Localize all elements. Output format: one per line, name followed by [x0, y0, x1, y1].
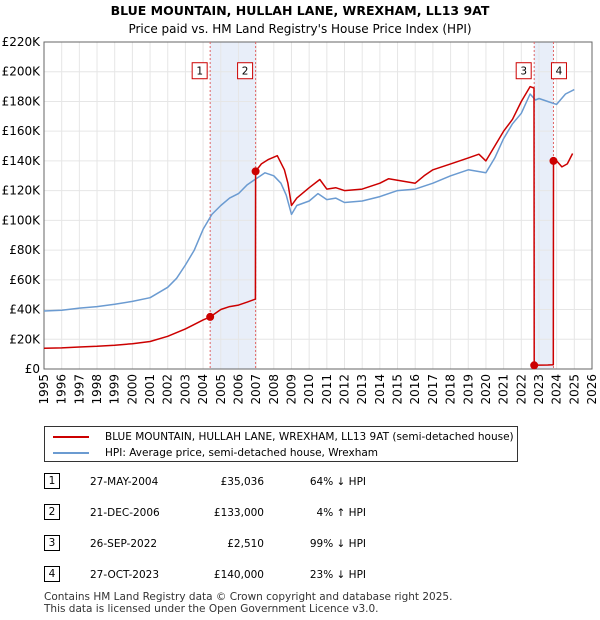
x-tick-label: 1995: [37, 374, 51, 405]
sale-hpi-change: 99% ↓ HPI: [309, 538, 366, 550]
y-tick-label: £200K: [2, 65, 42, 79]
x-tick-label: 2012: [338, 374, 352, 405]
sale-marker-box: [237, 62, 254, 80]
y-tick-label: £120K: [2, 184, 42, 198]
sale-point: [530, 361, 539, 370]
x-tick-label: 2014: [373, 374, 387, 405]
x-tick-label: 2017: [426, 374, 440, 405]
sale-marker-label: 3: [520, 66, 527, 78]
y-tick-label: £100K: [2, 213, 42, 227]
x-tick-label: 2019: [461, 374, 475, 405]
sale-point: [549, 156, 558, 165]
legend-item-hpi: HPI: Average price, semi-detached house,…: [53, 445, 378, 461]
chart-legend: BLUE MOUNTAIN, HULLAH LANE, WREXHAM, LL1…: [44, 426, 518, 462]
x-tick-label: 2013: [355, 374, 369, 405]
x-tick-label: 2020: [479, 374, 493, 405]
x-tick-label: 1999: [108, 374, 122, 405]
legend-label-property: BLUE MOUNTAIN, HULLAH LANE, WREXHAM, LL1…: [105, 431, 514, 443]
sale-period-shade: [210, 42, 256, 369]
y-tick-label: £220K: [2, 35, 42, 49]
sale-marker-label: 4: [556, 66, 563, 78]
chart-subtitle: Price paid vs. HM Land Registry's House …: [128, 22, 472, 36]
y-tick-label: £140K: [2, 154, 42, 168]
legend-label-hpi: HPI: Average price, semi-detached house,…: [105, 447, 379, 459]
x-tick-label: 2011: [320, 374, 334, 405]
x-tick-label: 2016: [408, 374, 422, 405]
y-tick-label: £180K: [2, 94, 42, 108]
y-tick-label: £60K: [9, 273, 41, 287]
x-tick-label: 2003: [178, 374, 192, 405]
y-tick-label: £80K: [9, 243, 41, 257]
table-row: 3 26-SEP-2022 £2,510 99% ↓ HPI: [44, 534, 444, 554]
x-tick-label: 2018: [444, 374, 458, 405]
sale-marker-label: 1: [196, 66, 203, 78]
footer-line-2: This data is licensed under the Open Gov…: [44, 603, 379, 615]
x-tick-label: 1998: [90, 374, 104, 405]
x-tick-label: 2010: [302, 374, 316, 405]
x-tick-label: 1996: [55, 374, 69, 405]
y-tick-label: £20K: [9, 332, 41, 346]
y-tick-label: £160K: [2, 124, 42, 138]
sale-number-badge: 2: [44, 504, 60, 520]
plot-area: [43, 41, 593, 370]
sale-marker-box: [191, 62, 208, 80]
sale-marker-box: [515, 62, 532, 80]
chart-title: BLUE MOUNTAIN, HULLAH LANE, WREXHAM, LL1…: [110, 3, 490, 18]
x-tick-label: 2009: [284, 374, 298, 405]
sale-hpi-change: 64% ↓ HPI: [309, 476, 366, 488]
legend-swatch-hpi: [53, 452, 89, 454]
legend-item-property: BLUE MOUNTAIN, HULLAH LANE, WREXHAM, LL1…: [53, 429, 514, 445]
sale-date: 27-MAY-2004: [90, 476, 159, 488]
x-tick-label: 2002: [161, 374, 175, 405]
footer-line-1: Contains HM Land Registry data © Crown c…: [44, 591, 453, 603]
table-row: 2 21-DEC-2006 £133,000 4% ↑ HPI: [44, 503, 444, 523]
legend-swatch-property: [53, 436, 89, 438]
x-tick-label: 2004: [196, 374, 210, 405]
table-row: 1 27-MAY-2004 £35,036 64% ↓ HPI: [44, 472, 444, 492]
sale-price: £35,036: [220, 476, 264, 488]
sale-period-shade: [534, 42, 554, 369]
sale-number-badge: 1: [44, 473, 60, 489]
x-tick-label: 2023: [532, 374, 546, 405]
x-tick-label: 2015: [391, 374, 405, 405]
sale-number-badge: 3: [44, 535, 60, 551]
sale-hpi-change: 23% ↓ HPI: [309, 569, 366, 581]
sale-date: 21-DEC-2006: [90, 507, 160, 519]
x-tick-label: 2024: [550, 374, 564, 405]
sale-point: [206, 312, 215, 321]
sale-price: £2,510: [227, 538, 264, 550]
y-tick-label: £0: [25, 362, 40, 376]
x-tick-label: 2007: [249, 374, 263, 405]
x-tick-label: 2008: [267, 374, 281, 405]
x-tick-label: 2022: [514, 374, 528, 405]
sale-hpi-change: 4% ↑ HPI: [316, 507, 366, 519]
sale-date: 27-OCT-2023: [90, 569, 159, 581]
sale-marker-box: [550, 62, 567, 80]
sale-price: £133,000: [213, 507, 264, 519]
sale-marker-label: 2: [242, 66, 249, 78]
x-tick-label: 2025: [567, 374, 581, 405]
x-tick-label: 2000: [125, 374, 139, 405]
x-tick-label: 2026: [585, 374, 599, 405]
sale-price: £140,000: [213, 569, 264, 581]
table-row: 4 27-OCT-2023 £140,000 23% ↓ HPI: [44, 565, 444, 585]
x-tick-label: 2001: [143, 374, 157, 405]
property-series-line: [43, 85, 574, 367]
sale-point: [251, 167, 260, 176]
x-tick-label: 2021: [497, 374, 511, 405]
footer-attribution: Contains HM Land Registry data © Crown c…: [44, 591, 452, 615]
hpi-series-line: [43, 88, 575, 312]
x-tick-label: 2005: [214, 374, 228, 405]
y-tick-label: £40K: [9, 303, 41, 317]
price-chart: 1 2 3 4 £0 £20K £40K £60K £80K £100K £120K £140K £1…: [2, 35, 599, 405]
x-tick-label: 1997: [72, 374, 86, 405]
sale-date: 26-SEP-2022: [90, 538, 158, 550]
sale-number-badge: 4: [44, 566, 60, 582]
x-tick-label: 2006: [231, 374, 245, 405]
